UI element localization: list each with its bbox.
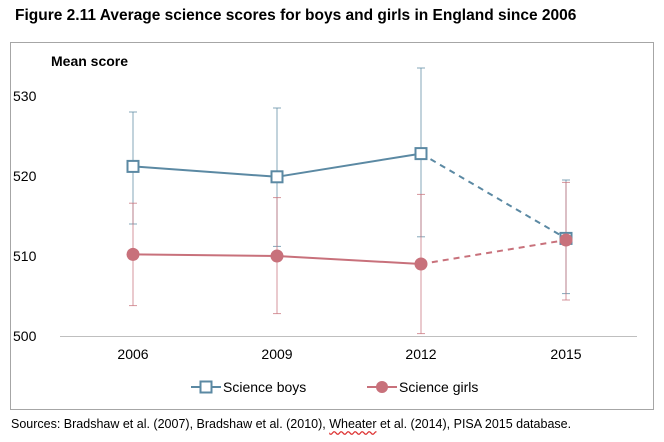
legend-marker — [199, 380, 213, 394]
legend-label: Science boys — [223, 379, 306, 395]
marker-boys — [414, 147, 428, 161]
legend: Science boys Science girls — [191, 379, 478, 395]
source-text-start: Sources: Bradshaw et al. (2007), Bradsha… — [11, 417, 330, 431]
x-axis: 2006 2009 2012 2015 — [60, 336, 637, 362]
source-note: Sources: Bradshaw et al. (2007), Bradsha… — [11, 417, 571, 431]
legend-label: Science girls — [399, 379, 478, 395]
series-boys-segment — [132, 165, 278, 178]
x-tick-label: 2009 — [261, 346, 292, 362]
series-girls-segment — [420, 239, 567, 265]
marker-boys — [270, 170, 284, 184]
x-tick-label: 2006 — [117, 346, 148, 362]
y-tick-label: 500 — [13, 328, 37, 344]
marker-girls — [414, 257, 428, 271]
marker-girls — [270, 249, 284, 263]
y-tick-label: 520 — [13, 168, 37, 184]
y-axis-label: Mean score — [51, 53, 128, 69]
series-boys-segment — [276, 152, 422, 178]
marker-girls — [126, 247, 140, 261]
source-text-end: et al. (2014), PISA 2015 database. — [376, 417, 572, 431]
legend-item-girls: Science girls — [367, 379, 478, 395]
marker-girls — [559, 233, 573, 247]
y-axis: 500 510 520 530 — [13, 88, 37, 344]
x-tick-label: 2015 — [550, 346, 581, 362]
source-text-misspelled: Wheater — [329, 417, 377, 431]
marker-boys — [126, 159, 140, 173]
error-bars — [129, 67, 570, 335]
x-tick-label: 2012 — [405, 346, 436, 362]
figure-title: Figure 2.11 Average science scores for b… — [15, 7, 577, 24]
series-markers — [126, 147, 573, 271]
y-tick-label: 510 — [13, 248, 37, 264]
y-tick-label: 530 — [13, 88, 37, 104]
series-boys-segment — [420, 152, 567, 240]
series-lines — [132, 152, 567, 265]
legend-marker — [376, 381, 388, 393]
series-girls-segment — [132, 253, 278, 257]
legend-item-boys: Science boys — [191, 379, 306, 395]
chart-frame — [10, 42, 654, 410]
series-girls-segment — [276, 255, 422, 265]
